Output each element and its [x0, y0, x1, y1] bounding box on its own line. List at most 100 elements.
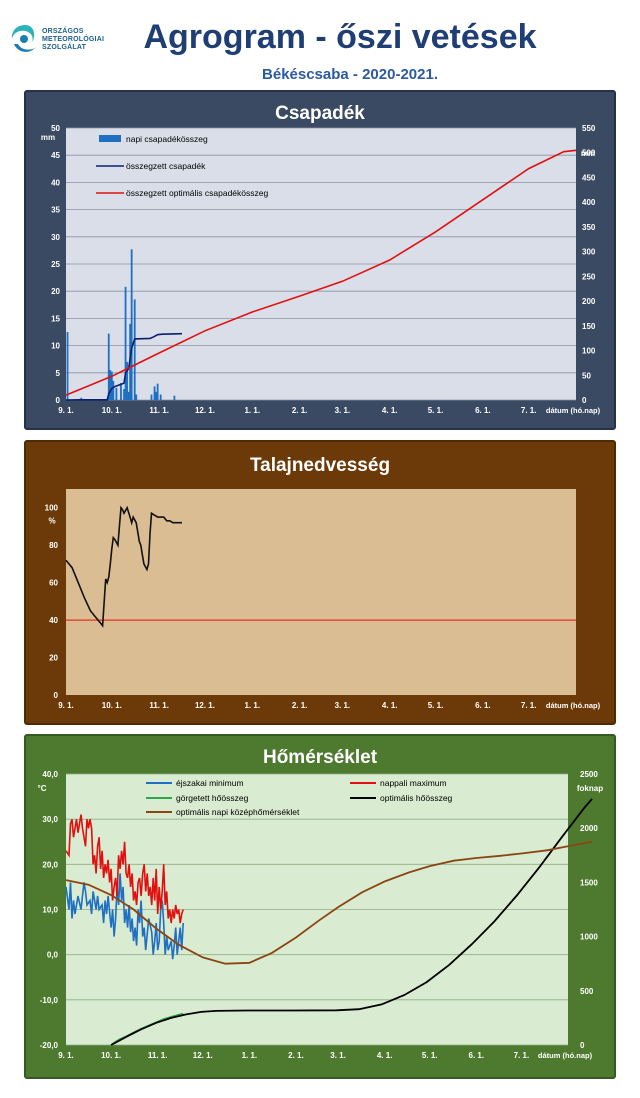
- x-axis-label: dátum (hó.nap): [546, 406, 601, 415]
- x-tick-label: 4. 1.: [382, 701, 398, 710]
- y2-tick-label: 550: [582, 124, 596, 133]
- legend-entry: összegzett csapadék: [126, 161, 206, 171]
- x-tick-label: 4. 1.: [382, 406, 398, 415]
- legend-entry: optimális napi középhőmérséklet: [176, 807, 300, 817]
- y-tick-label: 40,0: [42, 770, 58, 779]
- legend-entry: optimális hőösszeg: [380, 793, 453, 803]
- x-tick-label: 3. 1.: [335, 406, 351, 415]
- legend-entry: görgetett hőösszeg: [176, 793, 249, 803]
- y-tick-label: 0: [56, 396, 61, 405]
- x-tick-label: 7. 1.: [521, 701, 537, 710]
- x-tick-label: 2. 1.: [288, 1051, 304, 1060]
- precipitation-chart-title: Csapadék: [275, 103, 365, 124]
- y-tick-label: 30: [51, 233, 60, 242]
- legend-entry: napi csapadékösszeg: [126, 134, 208, 144]
- optimal-cumulative-precip-line: [65, 149, 577, 396]
- logo-line-2: METEOROLÓGIAI: [42, 36, 105, 43]
- y2-tick-label: 1000: [580, 933, 598, 942]
- x-tick-label: 6. 1.: [469, 1051, 485, 1060]
- y2-tick-label: 100: [582, 347, 596, 356]
- y-tick-label: 40: [51, 178, 60, 187]
- y2-unit-label: mm: [581, 149, 595, 158]
- precip-bar: [112, 380, 115, 400]
- x-tick-label: 1. 1.: [242, 1051, 258, 1060]
- y2-tick-label: 400: [582, 198, 596, 207]
- x-tick-label: 5. 1.: [428, 701, 444, 710]
- y-tick-label: 10,0: [42, 906, 58, 915]
- x-tick-label: 10. 1.: [102, 406, 122, 415]
- y-tick-label: 60: [49, 579, 58, 588]
- y-tick-label: 5: [56, 369, 61, 378]
- precip-bar: [107, 333, 110, 400]
- precip-bar: [135, 394, 138, 400]
- precip-bar: [66, 332, 69, 400]
- x-tick-label: 9. 1.: [58, 1051, 74, 1060]
- y-unit-label: °C: [38, 784, 47, 793]
- x-axis-label: dátum (hó.nap): [546, 701, 601, 710]
- precip-bar: [126, 361, 128, 400]
- temperature-chart-title: Hőmérséklet: [262, 747, 378, 768]
- precip-bar: [123, 389, 125, 400]
- y2-tick-label: 1500: [580, 878, 598, 887]
- y2-tick-label: 250: [582, 272, 596, 281]
- precip-bar: [124, 286, 127, 400]
- y-tick-label: 10: [51, 342, 60, 351]
- x-tick-label: 11. 1.: [149, 406, 169, 415]
- y-tick-label: 0: [54, 691, 59, 700]
- precip-bar: [133, 299, 136, 400]
- optimal-daily-mean-line: [65, 840, 593, 965]
- legend-entry: éjszakai minimum: [176, 778, 244, 788]
- soil-moisture-line: [65, 505, 182, 628]
- x-tick-label: 1. 1.: [244, 701, 260, 710]
- page-title: Agrogram - őszi vetések: [143, 18, 537, 56]
- y2-tick-label: 200: [582, 297, 596, 306]
- y-tick-label: 50: [51, 124, 60, 133]
- y2-tick-label: 450: [582, 173, 596, 182]
- precip-bar: [130, 249, 133, 400]
- cumulative-precip-line: [65, 332, 183, 401]
- y2-unit-label: foknap: [577, 784, 603, 793]
- y-tick-label: 25: [51, 260, 60, 269]
- x-tick-label: 5. 1.: [428, 406, 444, 415]
- x-tick-label: 9. 1.: [58, 406, 74, 415]
- x-tick-label: 12. 1.: [193, 1051, 213, 1060]
- precip-bar: [110, 371, 113, 400]
- logo-swirl-icon: [11, 25, 35, 52]
- logo-line-1: ORSZÁGOS: [42, 28, 84, 35]
- precip-bar: [150, 394, 153, 400]
- y-tick-label: 20: [49, 654, 58, 663]
- night-minimum-line: [65, 873, 184, 960]
- x-tick-label: 10. 1.: [102, 701, 122, 710]
- y2-tick-label: 500: [582, 149, 596, 158]
- x-tick-label: 11. 1.: [149, 701, 169, 710]
- x-tick-label: 7. 1.: [514, 1051, 530, 1060]
- legend-entry: összegzett optimális csapadékösszeg: [126, 188, 268, 198]
- precip-bar: [155, 391, 157, 400]
- y2-tick-label: 500: [580, 987, 594, 996]
- y2-tick-label: 50: [582, 371, 591, 380]
- y-tick-label: -10,0: [40, 996, 59, 1005]
- precip-bar: [159, 394, 162, 400]
- y-tick-label: 20,0: [42, 860, 58, 869]
- x-tick-label: 1. 1.: [244, 406, 260, 415]
- x-tick-label: 3. 1.: [330, 1051, 346, 1060]
- x-tick-label: 6. 1.: [475, 406, 491, 415]
- x-tick-label: 7. 1.: [521, 406, 537, 415]
- x-tick-label: 6. 1.: [475, 701, 491, 710]
- y-tick-label: 45: [51, 151, 60, 160]
- x-tick-label: 11. 1.: [148, 1051, 168, 1060]
- day-maximum-line: [65, 814, 184, 924]
- y-tick-label: 35: [51, 206, 60, 215]
- y-tick-label: 40: [49, 616, 58, 625]
- y-tick-label: 80: [49, 541, 58, 550]
- legend-entry: nappali maximum: [380, 778, 447, 788]
- precip-bar: [156, 383, 159, 400]
- y2-tick-label: 0: [582, 396, 587, 405]
- legend-swatch-daily: [99, 135, 121, 142]
- x-tick-label: 12. 1.: [195, 406, 215, 415]
- x-tick-label: 4. 1.: [377, 1051, 393, 1060]
- logo-line-3: SZOLGÁLAT: [42, 44, 87, 51]
- precip-bar: [153, 386, 156, 400]
- y2-tick-label: 150: [582, 322, 596, 331]
